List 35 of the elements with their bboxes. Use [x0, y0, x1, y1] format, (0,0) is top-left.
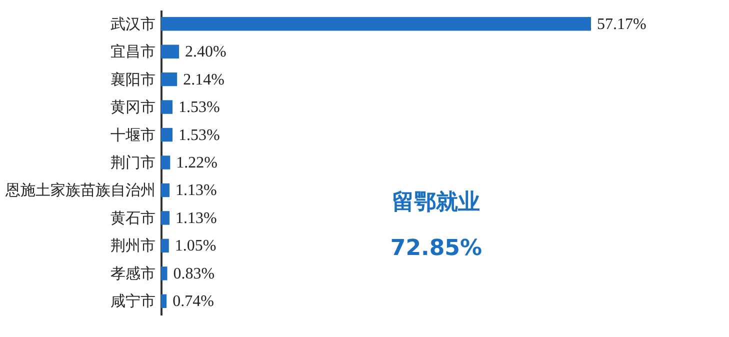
annotation: 留鄂就业	[392, 190, 480, 216]
bar	[161, 211, 170, 225]
y-tick-label: 荆州市	[110, 238, 156, 255]
bar	[161, 266, 168, 280]
bar	[161, 238, 169, 253]
data-label: 2.14%	[183, 71, 224, 88]
data-label: 1.22%	[176, 154, 218, 172]
data-label: 0.74%	[172, 293, 214, 310]
data-label: 1.53%	[178, 126, 220, 144]
y-tick-label: 黄冈市	[110, 99, 156, 116]
bar	[161, 156, 170, 170]
data-label: 1.13%	[176, 182, 217, 200]
bar	[161, 294, 167, 308]
data-label: 0.83%	[173, 265, 215, 282]
data-label: 1.53%	[178, 99, 220, 116]
data-label: 1.05%	[174, 238, 216, 255]
y-tick-label: 咸宁市	[110, 293, 156, 310]
bar	[161, 72, 178, 86]
y-tick-label: 黄石市	[110, 210, 156, 227]
bar	[161, 44, 180, 58]
bar	[161, 100, 173, 114]
annotation: 72.85%	[390, 236, 482, 261]
data-label: 1.13%	[176, 210, 217, 227]
data-label: 57.17%	[597, 16, 646, 33]
y-tick-label: 十堰市	[110, 126, 156, 144]
y-tick-label: 襄阳市	[110, 71, 156, 88]
bar	[161, 128, 173, 142]
bar	[161, 183, 170, 198]
y-tick-label: 武汉市	[110, 16, 156, 33]
y-tick-label: 孝感市	[110, 265, 156, 282]
y-tick-label: 宜昌市	[110, 44, 156, 61]
bar	[161, 17, 591, 31]
y-tick-label: 恩施土家族苗族自治州	[4, 182, 156, 200]
y-tick-label: 荆门市	[110, 154, 156, 172]
data-label: 2.40%	[185, 44, 226, 61]
